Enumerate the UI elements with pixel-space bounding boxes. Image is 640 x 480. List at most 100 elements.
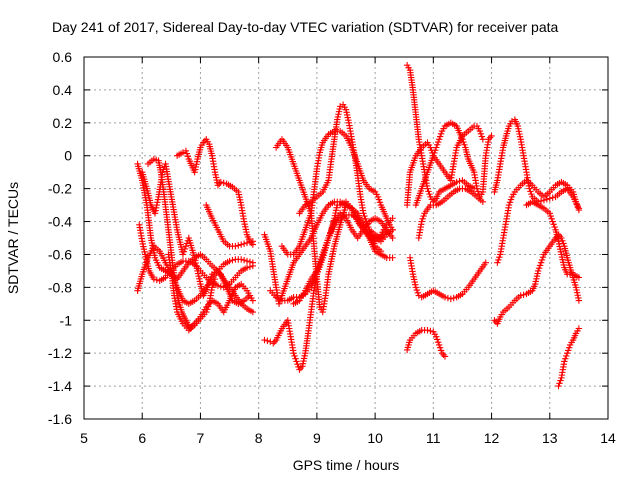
data-point [425,188,432,195]
data-point [209,281,217,288]
data-point [327,229,334,236]
data-point [424,326,431,334]
data-point [243,264,251,271]
data-point [205,303,212,310]
data-point [182,147,190,154]
data-point [479,136,487,143]
data-point [232,243,239,250]
data-point [551,223,558,231]
data-point [180,248,188,255]
x-tick-label: 10 [367,430,383,446]
x-tick-label: 7 [197,430,205,446]
data-point [249,238,257,245]
data-point [246,263,254,270]
data-point [364,221,371,228]
x-tick-labels: 5 6 7 8 9 10 11 12 13 14 [80,430,616,446]
y-tick-label: -1 [60,312,73,328]
data-point [249,297,257,304]
data-point [434,141,441,148]
data-point [574,204,582,211]
data-point [575,297,583,304]
series-s18 [406,254,489,303]
data-point [478,133,486,140]
x-tick-label: 14 [600,430,616,446]
data-point [549,194,556,201]
series-s25 [523,198,583,281]
data-point [179,251,187,258]
data-point [369,237,377,244]
data-point [389,254,396,261]
series-s17 [403,122,487,209]
data-point [430,152,437,159]
data-point [495,256,502,264]
data-point [325,234,332,242]
data-point [437,347,445,354]
plot-frame [83,56,609,420]
data-point [473,185,481,192]
data-point [496,253,503,261]
data-point [536,262,544,269]
series-s22 [491,116,583,212]
data-point [565,347,572,354]
x-tick-label: 8 [255,430,263,446]
data-point [153,201,160,209]
data-point [479,198,487,205]
data-point [369,234,376,242]
data-point [214,282,222,289]
data-point [561,358,568,365]
series-s20 [412,119,495,209]
data-point [413,286,421,294]
data-point [494,259,501,266]
data-point [246,238,254,246]
data-point [264,337,271,345]
data-point [182,243,190,250]
series-s13 [278,127,396,258]
x-tick-label: 11 [426,430,441,446]
data-point [453,178,460,186]
series-s1 [134,160,257,316]
data-point [365,223,372,231]
x-tick-label: 12 [484,430,500,446]
data-point [414,289,422,297]
data-point [235,242,242,249]
data-point [546,195,553,202]
x-tick-label: 5 [80,430,88,446]
y-tick-label: 0 [64,148,72,164]
data-point [555,382,562,390]
series-s15 [296,101,385,255]
y-tick-label: -0.6 [48,246,72,262]
data-point [556,380,563,387]
data-point [517,292,524,299]
data-point [507,196,515,203]
y-tick-label: 0.6 [53,49,73,65]
data-point [535,264,543,272]
series-s6 [165,251,219,334]
data-point [152,207,159,214]
data-point [204,306,211,313]
data-point [238,241,245,248]
data-point [292,355,299,362]
data-point [367,229,374,236]
data-point [434,336,441,343]
data-point [461,141,468,148]
data-point [434,138,442,146]
data-point [210,278,218,286]
y-tick-label: 0.2 [53,115,73,131]
data-point [363,218,370,225]
data-point [293,358,300,365]
data-point [436,344,444,351]
data-point [229,257,236,264]
data-point [433,144,440,151]
data-point [528,190,535,198]
data-point [389,215,396,222]
data-point [575,206,583,214]
data-point [537,259,545,266]
x-tick-label: 9 [313,430,321,446]
data-point [526,185,533,192]
data-point [441,353,449,360]
data-point [389,226,396,233]
data-point [488,132,495,140]
data-point [433,333,440,340]
data-point [562,355,569,362]
data-point [491,317,498,324]
